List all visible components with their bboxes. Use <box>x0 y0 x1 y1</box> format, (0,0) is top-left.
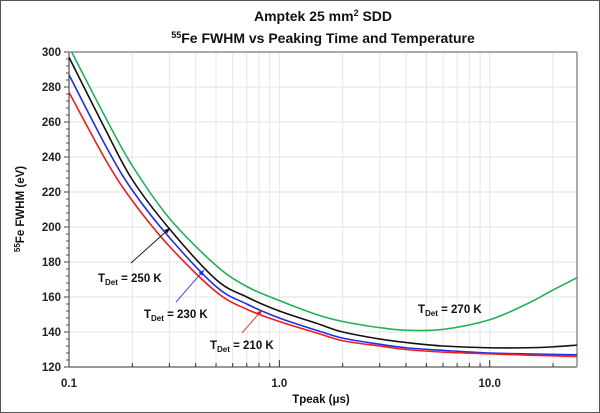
y-tick-label: 260 <box>42 117 61 129</box>
series-line-230k <box>69 74 577 356</box>
annotation-arrowhead <box>198 270 204 276</box>
y-tick-label: 300 <box>42 47 61 59</box>
series-group <box>69 52 577 358</box>
annotation-arrow <box>175 269 205 303</box>
series-line-210k <box>69 91 577 358</box>
y-tick-label: 160 <box>42 292 61 304</box>
series-line-250k <box>69 56 577 349</box>
y-tick-label: 280 <box>42 82 61 94</box>
annotation-label: TDet = 270 K <box>418 304 482 318</box>
y-tick-label: 220 <box>42 187 61 199</box>
y-axis-label: 55Fe FWHM (eV) <box>13 166 27 252</box>
x-tick-label: 1.0 <box>271 378 287 390</box>
x-axis-label: Tpeak (μs) <box>292 394 350 406</box>
y-tick-label: 240 <box>42 152 61 164</box>
chart-title: Amptek 25 mm2 SDD <box>254 8 392 24</box>
annotation-label: TDet = 210 K <box>210 340 274 354</box>
x-tick-label: 10.0 <box>479 378 501 390</box>
annotation-label: TDet = 230 K <box>144 309 208 323</box>
y-tick-label: 200 <box>42 222 61 234</box>
y-tick-label: 180 <box>42 257 61 269</box>
y-tick-label: 140 <box>42 327 61 339</box>
annotation-arrowhead <box>164 228 170 234</box>
axes: 120 140 160 180 200 220 240 260 280 300 0.1 1.0 10.0 <box>42 47 578 390</box>
x-tick-label: 0.1 <box>61 378 78 390</box>
annotation-label: TDet = 250 K <box>98 273 162 287</box>
series-line-270k <box>70 52 577 332</box>
annotations: TDet = 270 K TDet = 250 K TDet = 230 K TDet… <box>98 227 482 354</box>
annotation-arrowhead <box>256 310 262 316</box>
annotation-arrow <box>130 227 171 264</box>
chart-subtitle: 55Fe FWHM vs Peaking Time and Temperatur… <box>171 30 475 46</box>
y-tick-label: 120 <box>42 362 61 374</box>
